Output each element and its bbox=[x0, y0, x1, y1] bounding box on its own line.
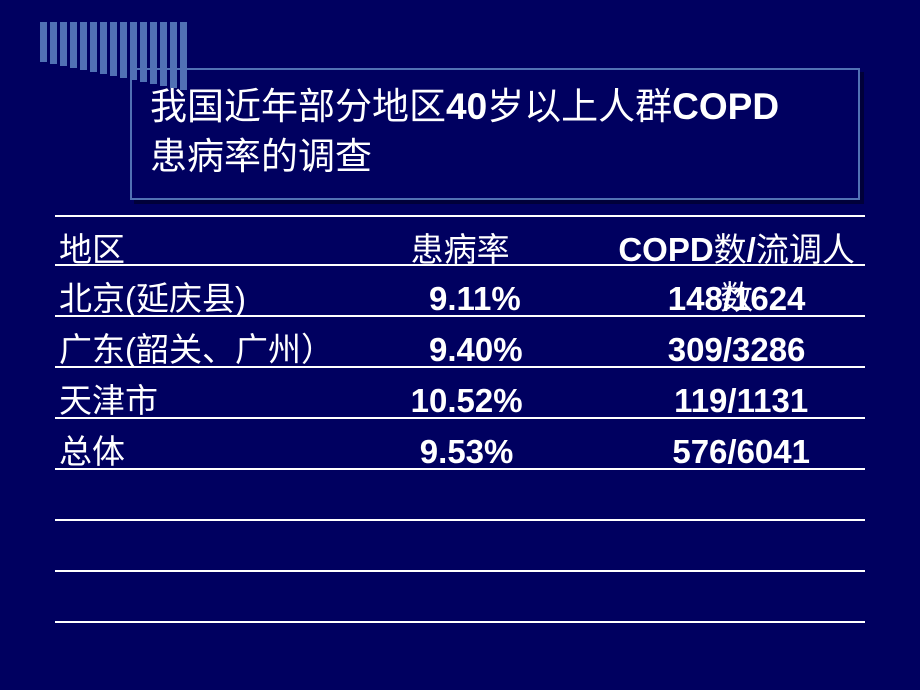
title-box: 我国近年部分地区40岁以上人群COPD 患病率的调查 bbox=[130, 68, 860, 200]
empty-row bbox=[55, 572, 865, 623]
table-row: 天津市10.52% 119/1131 bbox=[55, 368, 865, 419]
cell-rate: 10.52% bbox=[411, 382, 609, 420]
stripe-bar bbox=[60, 22, 67, 66]
stripe-bar bbox=[50, 22, 57, 64]
cell-region: 天津市 bbox=[55, 374, 411, 422]
empty-row bbox=[55, 521, 865, 572]
data-table: 地区 患病率 COPD数/流调人数 北京(延庆县) 9.11%148/1624广… bbox=[55, 215, 865, 623]
header-region: 地区 bbox=[55, 223, 411, 271]
stripe-bar bbox=[90, 22, 97, 72]
cell-rate: 9.53% bbox=[411, 433, 609, 471]
cell-count: 309/3286 bbox=[608, 331, 865, 369]
cell-region: 总体 bbox=[55, 425, 411, 473]
title-copd: COPD bbox=[672, 86, 779, 127]
stripe-bar bbox=[40, 22, 47, 62]
table-header-row: 地区 患病率 COPD数/流调人数 bbox=[55, 215, 865, 266]
header-count-slash: / bbox=[747, 231, 756, 268]
title-text-3: 患病率的调查 bbox=[150, 136, 372, 177]
cell-region: 广东(韶关、广州） bbox=[55, 323, 411, 371]
title-text-2: 岁以上人群 bbox=[487, 86, 672, 127]
header-count-mid: 数 bbox=[714, 231, 747, 268]
title-text-1: 我国近年部分地区 bbox=[150, 86, 446, 127]
table-row: 总体 9.53% 576/6041 bbox=[55, 419, 865, 470]
table-row: 广东(韶关、广州） 9.40%309/3286 bbox=[55, 317, 865, 368]
title-num: 40 bbox=[446, 86, 487, 127]
cell-count: 576/6041 bbox=[608, 433, 865, 471]
header-rate: 患病率 bbox=[411, 223, 609, 271]
slide-title: 我国近年部分地区40岁以上人群COPD 患病率的调查 bbox=[150, 82, 840, 182]
cell-count: 148/1624 bbox=[608, 280, 865, 318]
cell-region: 北京(延庆县) bbox=[55, 272, 411, 320]
header-count-prefix: COPD bbox=[618, 231, 713, 268]
stripe-bar bbox=[70, 22, 77, 68]
empty-row bbox=[55, 470, 865, 521]
cell-rate: 9.11% bbox=[411, 280, 609, 318]
cell-rate: 9.40% bbox=[411, 331, 609, 369]
stripe-bar bbox=[100, 22, 107, 74]
stripe-bar bbox=[110, 22, 117, 76]
stripe-bar bbox=[80, 22, 87, 70]
table-body: 北京(延庆县) 9.11%148/1624广东(韶关、广州） 9.40%309/… bbox=[55, 266, 865, 470]
cell-count: 119/1131 bbox=[608, 382, 865, 420]
stripe-bar bbox=[120, 22, 127, 78]
